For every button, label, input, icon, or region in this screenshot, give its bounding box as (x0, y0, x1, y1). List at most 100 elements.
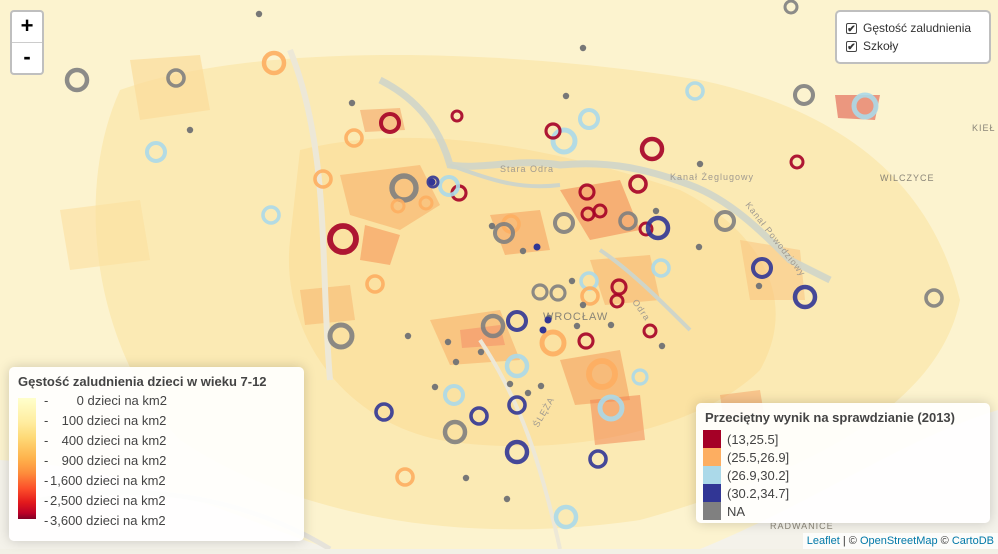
school-marker[interactable] (539, 329, 567, 357)
school-dot[interactable] (503, 495, 511, 503)
school-marker[interactable] (504, 353, 530, 379)
osm-link[interactable]: OpenStreetMap (859, 535, 938, 547)
layer-toggle-density[interactable]: ✔ Gęstość zaludnienia (837, 19, 989, 37)
school-dot[interactable] (562, 92, 570, 100)
school-marker[interactable] (577, 107, 601, 131)
school-marker[interactable] (924, 288, 944, 308)
school-marker[interactable] (313, 169, 333, 189)
school-marker[interactable] (261, 205, 281, 225)
layer-toggle-schools[interactable]: ✔ Szkoły (837, 37, 989, 55)
school-dot[interactable] (524, 389, 532, 397)
school-marker[interactable] (166, 68, 186, 88)
school-marker[interactable] (639, 136, 665, 162)
school-marker[interactable] (609, 293, 625, 309)
school-dot[interactable] (428, 178, 436, 186)
school-marker[interactable] (789, 154, 805, 170)
school-marker[interactable] (586, 358, 618, 390)
school-dot[interactable] (607, 321, 615, 329)
checkbox[interactable]: ✔ (846, 22, 857, 35)
school-marker[interactable] (390, 198, 406, 214)
school-marker[interactable] (365, 274, 385, 294)
school-marker[interactable] (851, 92, 879, 120)
school-marker[interactable] (597, 394, 625, 422)
school-dot[interactable] (568, 277, 576, 285)
school-marker[interactable] (442, 383, 466, 407)
school-dot[interactable] (404, 332, 412, 340)
school-dot[interactable] (462, 474, 470, 482)
school-marker[interactable] (504, 439, 530, 465)
school-marker[interactable] (618, 211, 638, 231)
school-dot[interactable] (537, 382, 545, 390)
school-marker[interactable] (549, 284, 567, 302)
school-marker[interactable] (552, 211, 576, 235)
school-marker[interactable] (327, 322, 355, 350)
school-dot[interactable] (695, 243, 703, 251)
school-dot[interactable] (755, 282, 763, 290)
school-marker[interactable] (374, 402, 394, 422)
school-marker[interactable] (750, 256, 774, 280)
school-dot[interactable] (579, 44, 587, 52)
school-dot[interactable] (696, 160, 704, 168)
school-marker[interactable] (395, 467, 415, 487)
school-marker[interactable] (426, 175, 440, 189)
school-marker[interactable] (550, 127, 578, 155)
zoom-in-button[interactable]: + (20, 13, 34, 38)
school-dot[interactable] (533, 243, 541, 251)
school-dot[interactable] (519, 247, 527, 255)
school-dot[interactable] (579, 301, 587, 309)
school-marker[interactable] (580, 286, 600, 306)
school-marker[interactable] (645, 215, 671, 241)
school-marker[interactable] (378, 111, 402, 135)
school-marker[interactable] (713, 209, 737, 233)
school-marker[interactable] (642, 323, 658, 339)
leaflet-link[interactable]: Leaflet (806, 535, 840, 547)
school-marker[interactable] (389, 173, 419, 203)
school-marker[interactable] (792, 83, 816, 107)
school-dot[interactable] (452, 358, 460, 366)
checkbox[interactable]: ✔ (846, 40, 857, 53)
school-marker[interactable] (492, 221, 516, 245)
school-marker[interactable] (580, 206, 596, 222)
school-marker[interactable] (588, 449, 608, 469)
school-marker[interactable] (327, 223, 359, 255)
school-marker[interactable] (651, 258, 671, 278)
school-dot[interactable] (255, 10, 263, 18)
school-dot[interactable] (652, 207, 660, 215)
school-dot[interactable] (544, 316, 552, 324)
school-marker[interactable] (450, 109, 464, 123)
school-marker[interactable] (144, 140, 168, 164)
school-marker[interactable] (505, 309, 529, 333)
school-marker[interactable] (631, 368, 649, 386)
school-dot[interactable] (658, 342, 666, 350)
school-marker[interactable] (480, 313, 506, 339)
cartodb-link[interactable]: CartoDB (951, 535, 994, 547)
zoom-out-button[interactable]: - (12, 42, 42, 73)
school-marker[interactable] (577, 332, 595, 350)
school-dot[interactable] (431, 383, 439, 391)
school-marker[interactable] (783, 0, 799, 15)
school-marker[interactable] (553, 504, 579, 530)
school-marker[interactable] (344, 128, 364, 148)
school-dot[interactable] (444, 338, 452, 346)
school-dot[interactable] (573, 322, 581, 330)
school-markers[interactable] (64, 0, 944, 530)
school-marker[interactable] (442, 419, 468, 445)
school-dot[interactable] (186, 126, 194, 134)
school-dot[interactable] (539, 326, 547, 334)
school-marker[interactable] (437, 174, 461, 198)
school-marker[interactable] (544, 122, 562, 140)
school-dot[interactable] (488, 222, 496, 230)
school-marker[interactable] (507, 395, 527, 415)
school-marker[interactable] (418, 195, 434, 211)
school-marker[interactable] (64, 67, 90, 93)
school-dot[interactable] (506, 380, 514, 388)
school-marker[interactable] (531, 283, 549, 301)
school-marker[interactable] (469, 406, 489, 426)
school-marker[interactable] (261, 50, 287, 76)
school-dot[interactable] (477, 348, 485, 356)
school-dot[interactable] (348, 99, 356, 107)
school-marker[interactable] (638, 221, 654, 237)
school-marker[interactable] (685, 81, 705, 101)
school-marker[interactable] (792, 284, 818, 310)
school-marker[interactable] (578, 183, 596, 201)
